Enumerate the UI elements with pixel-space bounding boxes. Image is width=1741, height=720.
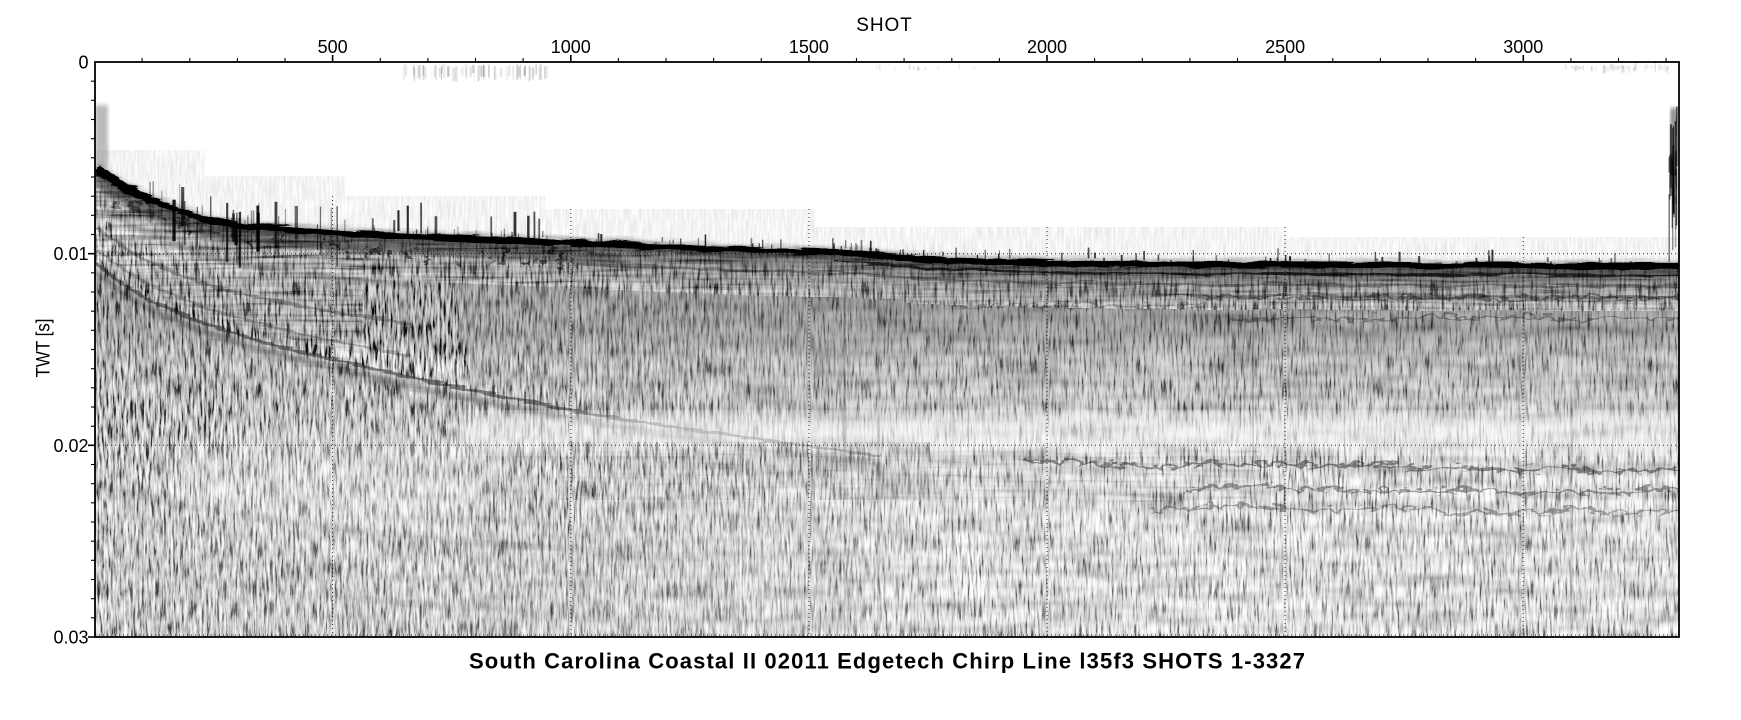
svg-text:0.03: 0.03 bbox=[53, 628, 88, 648]
svg-text:South Carolina Coastal II 0201: South Carolina Coastal II 02011 Edgetech… bbox=[469, 648, 1305, 673]
svg-text:0.01: 0.01 bbox=[53, 244, 88, 264]
svg-text:TWT [s]: TWT [s] bbox=[33, 319, 55, 378]
svg-text:2000: 2000 bbox=[1027, 37, 1067, 57]
svg-text:500: 500 bbox=[318, 37, 348, 57]
svg-text:SHOT: SHOT bbox=[856, 15, 912, 36]
svg-text:1000: 1000 bbox=[551, 37, 591, 57]
svg-text:0: 0 bbox=[78, 53, 88, 73]
svg-text:1500: 1500 bbox=[789, 37, 829, 57]
svg-text:3000: 3000 bbox=[1503, 37, 1543, 57]
svg-text:2500: 2500 bbox=[1265, 37, 1305, 57]
svg-text:0.02: 0.02 bbox=[53, 436, 88, 456]
